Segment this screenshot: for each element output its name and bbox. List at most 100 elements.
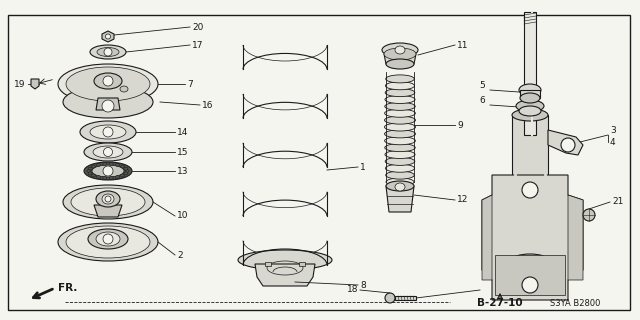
Text: 1: 1 xyxy=(360,163,365,172)
Ellipse shape xyxy=(105,196,111,202)
Ellipse shape xyxy=(583,209,595,221)
Text: 2: 2 xyxy=(177,251,182,260)
Text: 19: 19 xyxy=(14,79,26,89)
Text: 12: 12 xyxy=(457,196,468,204)
Polygon shape xyxy=(265,262,271,266)
Polygon shape xyxy=(482,195,492,280)
Text: 5: 5 xyxy=(479,81,485,90)
Ellipse shape xyxy=(386,181,414,191)
Polygon shape xyxy=(524,12,536,135)
Ellipse shape xyxy=(519,106,541,116)
Polygon shape xyxy=(386,186,414,212)
Text: 15: 15 xyxy=(177,148,189,156)
Ellipse shape xyxy=(94,73,122,89)
Ellipse shape xyxy=(87,170,91,172)
Ellipse shape xyxy=(84,143,132,161)
Ellipse shape xyxy=(385,137,415,145)
Polygon shape xyxy=(255,264,315,286)
Ellipse shape xyxy=(386,59,414,69)
Ellipse shape xyxy=(124,167,128,170)
Ellipse shape xyxy=(120,174,125,177)
Ellipse shape xyxy=(385,89,415,97)
Ellipse shape xyxy=(97,176,100,179)
Polygon shape xyxy=(384,54,416,64)
Ellipse shape xyxy=(385,293,395,303)
Ellipse shape xyxy=(516,100,544,112)
Ellipse shape xyxy=(561,138,575,152)
Ellipse shape xyxy=(104,148,113,156)
Text: 18: 18 xyxy=(346,285,358,294)
Ellipse shape xyxy=(93,146,123,158)
Polygon shape xyxy=(495,255,565,295)
Polygon shape xyxy=(395,296,416,300)
Ellipse shape xyxy=(103,127,113,137)
Text: S3YA B2800: S3YA B2800 xyxy=(550,299,600,308)
Ellipse shape xyxy=(58,223,158,261)
Polygon shape xyxy=(512,115,548,260)
Ellipse shape xyxy=(63,185,153,219)
Text: 9: 9 xyxy=(457,121,463,130)
Ellipse shape xyxy=(512,109,548,121)
Ellipse shape xyxy=(104,48,112,56)
Ellipse shape xyxy=(103,234,113,244)
Ellipse shape xyxy=(66,67,150,101)
Ellipse shape xyxy=(103,76,113,86)
Ellipse shape xyxy=(92,165,95,168)
Ellipse shape xyxy=(382,43,418,57)
Ellipse shape xyxy=(102,163,107,166)
Ellipse shape xyxy=(102,194,114,204)
Ellipse shape xyxy=(63,86,153,118)
Ellipse shape xyxy=(125,170,129,172)
Ellipse shape xyxy=(385,82,415,90)
Polygon shape xyxy=(568,195,583,280)
Polygon shape xyxy=(520,90,540,98)
Ellipse shape xyxy=(385,116,415,124)
Text: 14: 14 xyxy=(177,127,188,137)
Ellipse shape xyxy=(520,93,540,103)
Ellipse shape xyxy=(102,100,114,112)
Ellipse shape xyxy=(92,165,124,177)
Text: 8: 8 xyxy=(360,281,365,290)
Ellipse shape xyxy=(102,176,107,180)
Text: 13: 13 xyxy=(177,166,189,175)
Ellipse shape xyxy=(96,191,120,207)
Text: 11: 11 xyxy=(457,41,468,50)
Ellipse shape xyxy=(384,48,416,60)
Polygon shape xyxy=(548,130,583,155)
Ellipse shape xyxy=(88,172,92,175)
Ellipse shape xyxy=(109,163,113,166)
Text: 21: 21 xyxy=(612,197,623,206)
Ellipse shape xyxy=(103,166,113,176)
Ellipse shape xyxy=(385,144,415,152)
Ellipse shape xyxy=(385,150,415,158)
Ellipse shape xyxy=(385,102,415,110)
Text: 10: 10 xyxy=(177,212,189,220)
Ellipse shape xyxy=(96,232,120,246)
Ellipse shape xyxy=(115,176,120,179)
Polygon shape xyxy=(482,175,583,300)
Ellipse shape xyxy=(115,164,120,166)
Ellipse shape xyxy=(97,47,119,57)
Ellipse shape xyxy=(90,45,126,59)
Ellipse shape xyxy=(58,64,158,104)
Ellipse shape xyxy=(385,157,415,165)
Text: FR.: FR. xyxy=(58,283,77,293)
Ellipse shape xyxy=(88,229,128,249)
Ellipse shape xyxy=(385,130,415,138)
Text: B-27-10: B-27-10 xyxy=(477,298,523,308)
Ellipse shape xyxy=(71,188,145,216)
Ellipse shape xyxy=(120,165,125,168)
Text: 6: 6 xyxy=(479,95,485,105)
Ellipse shape xyxy=(84,162,132,180)
Ellipse shape xyxy=(512,254,548,266)
Text: 7: 7 xyxy=(187,79,193,89)
Text: 4: 4 xyxy=(610,138,616,147)
Text: 16: 16 xyxy=(202,100,214,109)
Ellipse shape xyxy=(386,171,414,179)
Ellipse shape xyxy=(386,75,414,83)
Text: 3: 3 xyxy=(610,125,616,134)
Polygon shape xyxy=(96,98,120,110)
Ellipse shape xyxy=(522,277,538,293)
Ellipse shape xyxy=(385,95,415,103)
Ellipse shape xyxy=(92,174,95,177)
